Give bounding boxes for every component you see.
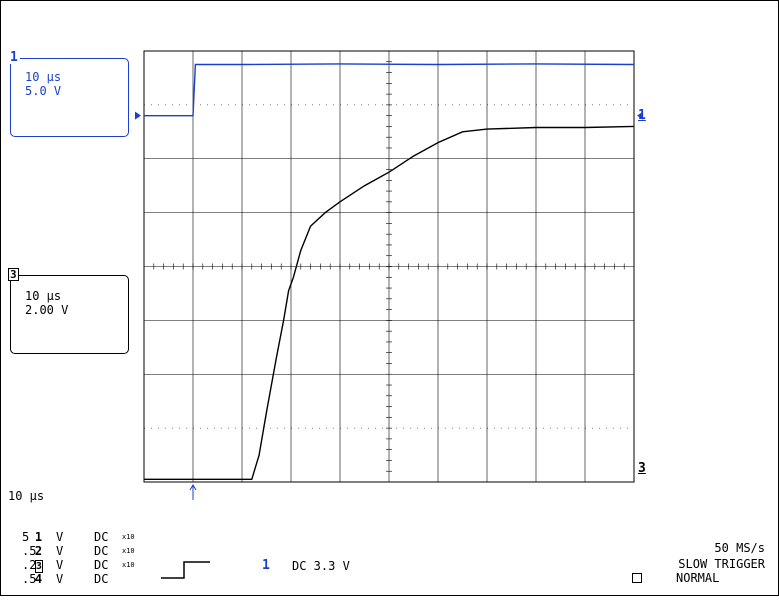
normal-mode-checkbox[interactable] <box>632 573 642 583</box>
channel-1-left-level-arrow <box>135 111 141 120</box>
channel-coupling: DC <box>94 558 109 572</box>
channel-setting-row[interactable]: 3.2 V DC x10 <box>6 544 135 586</box>
channel-probe: x10 <box>122 547 135 555</box>
channel-1-trace-marker: 1 <box>638 108 646 123</box>
channel-number: 3 <box>34 560 43 573</box>
channel-coupling: DC <box>94 572 109 586</box>
channel-number: 2 <box>34 544 43 558</box>
trigger-position-arrowhead <box>189 484 197 491</box>
trace-channel-3 <box>144 125 635 480</box>
channel-setting-row[interactable]: 1 5 V DC <box>6 516 108 558</box>
channel-3-box-tag: 3 <box>8 268 19 281</box>
channel-volts: .5 <box>22 572 37 586</box>
channel-3-timebase: 10 µs <box>25 289 62 303</box>
channel-volts: .5 <box>22 544 37 558</box>
trace-channel-1 <box>144 63 635 117</box>
channel-coupling: DC <box>94 544 109 558</box>
channel-1-right-level-arrow <box>637 111 643 120</box>
channel-1-box-tag: 1 <box>10 50 20 65</box>
timebase-readout: 10 µs <box>8 489 45 503</box>
channel-unit: V <box>56 558 64 572</box>
channel-unit: V <box>56 544 64 558</box>
trigger-state: NORMAL <box>676 571 720 585</box>
channel-number: 4 <box>34 572 43 586</box>
rising-edge-trigger-icon[interactable] <box>160 560 212 582</box>
channel-probe: x10 <box>122 533 135 541</box>
trigger-mode: SLOW TRIGGER <box>678 557 765 571</box>
channel-unit: V <box>56 572 64 586</box>
channel-setting-row[interactable]: 2.5 V DC x10 <box>6 530 135 572</box>
channel-setting-row[interactable]: 4.5 V DC x10 <box>6 558 135 600</box>
channel-volts: .2 <box>22 558 37 572</box>
trigger-coupling-level[interactable]: DC 3.3 V <box>292 559 350 573</box>
channel-unit: V <box>56 530 64 544</box>
channel-1-scale: 5.0 V <box>25 84 62 98</box>
sample-rate: 50 MS/s <box>714 541 765 555</box>
channel-number: 1 <box>34 530 43 544</box>
channel-3-scale: 2.00 V <box>25 303 69 317</box>
channel-3-info-box[interactable]: 10 µs 2.00 V <box>10 275 129 354</box>
channel-coupling: DC <box>94 530 109 544</box>
channel-1-timebase: 10 µs <box>25 70 62 84</box>
channel-probe: x10 <box>122 561 135 569</box>
channel-volts: 5 <box>22 530 30 544</box>
channel-1-info-box[interactable]: 10 µs 5.0 V <box>10 58 129 137</box>
trigger-source[interactable]: 1 <box>262 558 270 573</box>
channel-3-trace-marker: 3 <box>638 461 646 476</box>
